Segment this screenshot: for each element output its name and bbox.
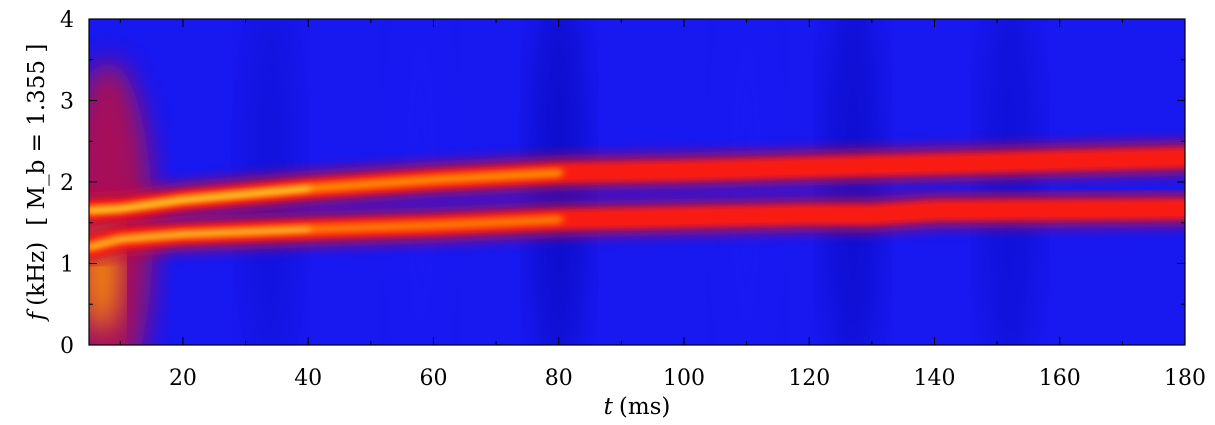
- x-axis-unit: (ms): [619, 394, 671, 420]
- ridge-layer: [89, 139, 1185, 266]
- plot-area: [89, 19, 1185, 345]
- heatmap-texture: [89, 19, 1038, 345]
- y-axis-unit: (kHz): [24, 242, 50, 306]
- x-tick-label: 80: [545, 366, 573, 391]
- y-tick-label: 2: [60, 171, 74, 196]
- ridge-1-peak: [89, 186, 311, 213]
- y-axis-param: [ M_b = 1.355 ]: [24, 44, 50, 226]
- y-axis-label: f (kHz) [ M_b = 1.355 ]: [24, 44, 50, 323]
- y-tick-label: 1: [60, 253, 74, 278]
- x-tick-label: 20: [169, 366, 197, 391]
- background-band: [981, 19, 1038, 345]
- x-tick-label: 120: [788, 366, 830, 391]
- background-band: [825, 19, 882, 345]
- y-tick-label: 4: [60, 8, 74, 33]
- x-tick-label: 180: [1164, 366, 1206, 391]
- x-tick-label: 160: [1039, 366, 1081, 391]
- x-axis-var: t: [604, 394, 614, 420]
- ridge-2-peak: [89, 226, 311, 250]
- x-tick-label: 140: [913, 366, 955, 391]
- x-tick-label: 60: [419, 366, 447, 391]
- y-tick-label: 0: [60, 334, 74, 359]
- y-axis-ticks: 0 1 2 3 4: [60, 8, 1185, 359]
- x-tick-label: 40: [294, 366, 322, 391]
- x-tick-label: 100: [663, 366, 705, 391]
- x-axis-label: t (ms): [604, 394, 671, 420]
- x-axis-ticks: 20 40 60 80 100 120 140 160 180: [119, 19, 1206, 391]
- y-tick-label: 3: [60, 90, 74, 115]
- y-axis-var: f: [24, 308, 50, 322]
